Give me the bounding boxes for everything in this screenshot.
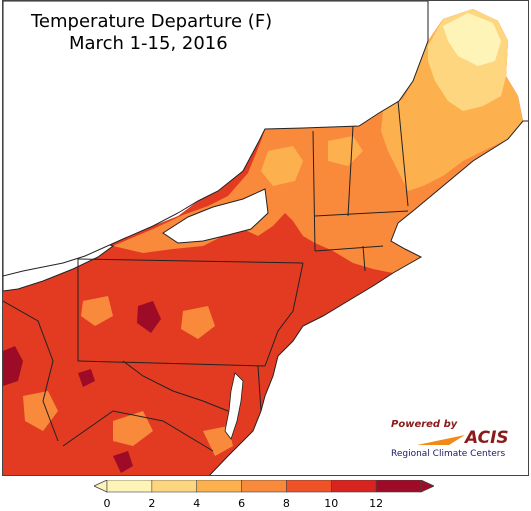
legend-tick-label: 2	[148, 497, 156, 510]
ri-border	[362, 245, 366, 272]
ct-ma-border	[314, 245, 384, 252]
pa-south-border	[77, 360, 266, 367]
vt-nh-border	[347, 125, 354, 217]
va-border	[62, 410, 214, 452]
light-orange-patch	[261, 146, 303, 186]
legend-swatch	[286, 479, 332, 493]
dark-red-hotspot	[3, 346, 23, 386]
orange-patch	[81, 296, 113, 326]
logo-name: ACIS	[463, 428, 509, 448]
legend-tick-label: 10	[324, 497, 339, 510]
ny-pa-border	[77, 258, 304, 264]
temperature-map	[3, 1, 528, 475]
legend-arrow-high	[420, 479, 435, 493]
orange-patch	[23, 391, 58, 431]
map-frame: Temperature Departure (F) March 1-15, 20…	[2, 0, 529, 476]
pale-yellow-region	[443, 13, 501, 66]
legend-swatch	[375, 479, 422, 493]
nh-me-border	[397, 100, 409, 207]
legend-tick-label: 8	[282, 497, 290, 510]
ny-vt-border	[312, 130, 316, 252]
legend-swatch	[151, 479, 198, 493]
atlantic-ocean	[209, 120, 528, 475]
wv-west-border	[3, 300, 59, 442]
logo-powered-by: Powered by	[391, 419, 458, 430]
legend-tick-label: 12	[369, 497, 384, 510]
dark-red-hotspot	[137, 301, 161, 333]
map-title: Temperature Departure (F)	[31, 11, 273, 32]
legend-swatch	[106, 479, 153, 493]
ma-north-border	[314, 210, 409, 217]
map-title-block: Temperature Departure (F) March 1-15, 20…	[31, 11, 272, 55]
color-legend	[93, 479, 435, 510]
acis-logo: Powered by ACIS Regional Climate Centers	[387, 415, 517, 459]
orange-patch	[181, 306, 215, 339]
orange-patch	[203, 426, 233, 456]
legend-tick-label: 4	[193, 497, 201, 510]
canada-area	[3, 1, 429, 277]
legend-swatch	[330, 479, 377, 493]
map-subtitle: March 1-15, 2016	[69, 33, 228, 54]
legend-arrow-low	[93, 479, 108, 493]
light-orange-patch	[328, 136, 363, 166]
logo-swoosh	[417, 435, 465, 445]
orange-patch	[113, 411, 153, 446]
logo-tagline: Regional Climate Centers	[391, 449, 505, 459]
dark-red-hotspot	[78, 369, 95, 387]
legend-tick-label: 6	[238, 497, 246, 510]
state-boundaries	[3, 100, 409, 452]
md-wv-border	[122, 360, 229, 412]
chesapeake-bay	[224, 372, 244, 440]
lake-ontario	[162, 188, 269, 244]
pa-nj-border	[264, 262, 304, 367]
dark-red-hotspot	[113, 451, 133, 473]
legend-swatch	[241, 479, 287, 493]
legend-tick-label: 0	[103, 497, 111, 510]
de-border	[257, 365, 262, 412]
legend-swatch	[196, 479, 242, 493]
